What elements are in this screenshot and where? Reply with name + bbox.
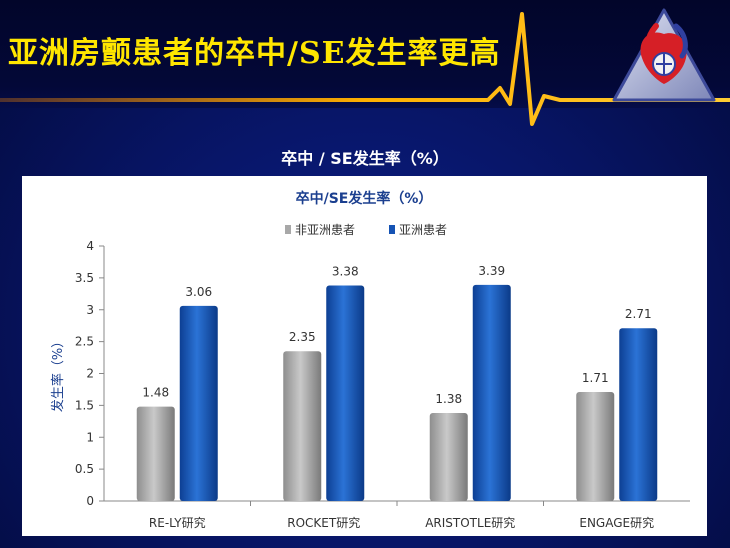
- y-tick-label: 0: [86, 494, 94, 508]
- x-tick-label: ENGAGE研究: [579, 515, 654, 530]
- data-label: 1.71: [582, 371, 609, 385]
- y-tick-label: 3.5: [75, 271, 94, 285]
- data-label: 3.06: [185, 285, 212, 299]
- data-label: 2.71: [625, 307, 652, 321]
- bar: [619, 328, 658, 501]
- legend-swatch: [285, 225, 291, 234]
- y-tick-label: 4: [86, 239, 94, 253]
- y-tick-label: 2.5: [75, 335, 94, 349]
- legend-label: 非亚洲患者: [295, 223, 355, 237]
- legend-label: 亚洲患者: [399, 223, 447, 237]
- chart-panel: 卒中/SE发生率（%） 非亚洲患者 亚洲患者 0 0.5 1 1.5 2 2.5 3 3.5 4 发生率…: [22, 176, 707, 536]
- bar: [472, 284, 511, 501]
- x-tick-label: RE-LY研究: [149, 515, 206, 530]
- bar: [576, 391, 615, 501]
- bar-chart: 卒中/SE发生率（%） 非亚洲患者 亚洲患者 0 0.5 1 1.5 2 2.5 3 3.5 4 发生率…: [50, 190, 690, 530]
- data-label: 3.38: [332, 265, 359, 279]
- bar: [429, 413, 468, 501]
- hospital-logo-icon: [612, 8, 716, 102]
- data-label: 1.38: [435, 392, 462, 406]
- y-tick-label: 0.5: [75, 462, 94, 476]
- bar: [179, 305, 218, 501]
- data-label: 1.48: [142, 386, 169, 400]
- heartbeat-line: [0, 12, 730, 126]
- title-bar: [0, 0, 730, 108]
- chart-title: 卒中/SE发生率（%）: [296, 190, 433, 207]
- bar: [283, 351, 322, 501]
- x-tick-label: ROCKET研究: [287, 515, 360, 530]
- x-tick-label: ARISTOTLE研究: [425, 515, 515, 530]
- data-label: 2.35: [289, 330, 316, 344]
- y-tick-label: 2: [86, 367, 94, 381]
- bar: [136, 406, 175, 501]
- page-title: 亚洲房颤患者的卒中/SE发生率更高: [8, 36, 501, 71]
- y-tick-label: 1: [86, 430, 94, 444]
- y-axis-label: 发生率（%）: [50, 335, 66, 412]
- bar: [326, 285, 365, 501]
- chart-heading: 卒中 / SE发生率（%）: [281, 149, 449, 168]
- y-tick-label: 3: [86, 303, 94, 317]
- data-label: 3.39: [478, 264, 505, 278]
- legend-swatch: [389, 225, 395, 234]
- y-tick-label: 1.5: [75, 398, 94, 412]
